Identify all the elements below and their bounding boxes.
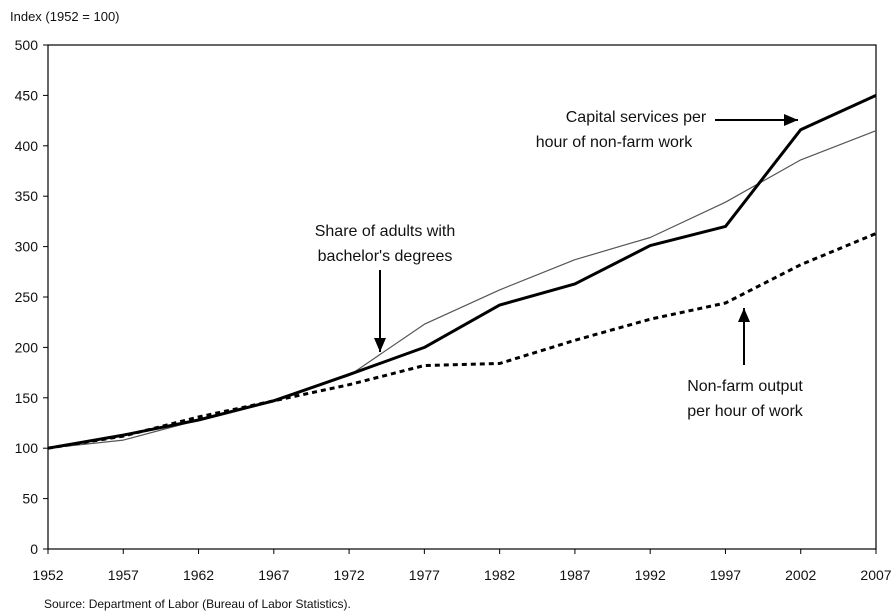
annotation-output-line1: Non-farm output <box>687 378 803 395</box>
x-tick-label: 1952 <box>32 567 63 583</box>
series-line-capital-services-per-hour-of-non-farm-work <box>47 94 877 450</box>
x-tick-label: 1962 <box>183 567 214 583</box>
arrow-degrees-head <box>374 338 386 352</box>
y-tick-label: 0 <box>30 541 38 557</box>
axes <box>43 44 877 554</box>
annotation-degrees-line1: Share of adults with <box>315 223 456 240</box>
x-tick-label: 1977 <box>409 567 440 583</box>
x-tick-label: 1987 <box>559 567 590 583</box>
arrow-capital-head <box>784 114 798 126</box>
source-note: Source: Department of Labor (Bureau of L… <box>44 597 351 611</box>
annotation-capital-line1: Capital services per <box>566 109 707 126</box>
x-tick-label: 1972 <box>334 567 365 583</box>
y-tick-label: 50 <box>22 491 38 507</box>
annotations: Capital services per hour of non-farm wo… <box>315 109 804 420</box>
y-tick-label: 450 <box>15 87 39 103</box>
x-tick-label: 1997 <box>710 567 741 583</box>
y-tick-label: 300 <box>15 239 39 255</box>
x-tick-label: 2007 <box>860 567 891 583</box>
x-tick-label: 1982 <box>484 567 515 583</box>
annotation-capital-line2: hour of non-farm work <box>536 134 694 151</box>
series-line-non-farm-output-per-hour-of-work <box>47 232 877 450</box>
y-tick-label: 350 <box>15 188 39 204</box>
series-lines <box>47 94 877 450</box>
annotation-arrows <box>374 114 798 365</box>
x-tick-label: 1957 <box>108 567 139 583</box>
y-axis-title: Index (1952 = 100) <box>10 9 120 24</box>
x-tick-labels: 1952 1957 1962 1967 1972 1977 1982 1987 1992 1997… <box>32 567 891 583</box>
x-tick-label: 1967 <box>258 567 289 583</box>
x-tick-label: 1992 <box>635 567 666 583</box>
y-tick-labels: 0 50 100 150 200 250 300 350 400 450 500 <box>15 37 39 557</box>
x-tick-label: 2002 <box>785 567 816 583</box>
y-tick-label: 200 <box>15 339 39 355</box>
annotation-output-line2: per hour of work <box>687 403 804 420</box>
y-tick-label: 250 <box>15 289 39 305</box>
y-tick-label: 400 <box>15 138 39 154</box>
y-tick-label: 500 <box>15 37 39 53</box>
annotation-degrees-line2: bachelor's degrees <box>318 248 453 265</box>
y-tick-label: 150 <box>15 390 39 406</box>
y-tick-label: 100 <box>15 440 39 456</box>
arrow-output-head <box>738 308 750 322</box>
